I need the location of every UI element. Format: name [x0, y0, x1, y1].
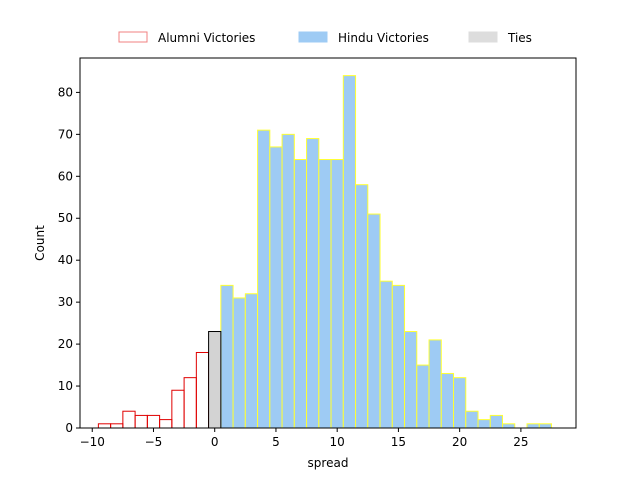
bar-hindu-victories-20	[465, 410, 479, 429]
x-tick-label: −5	[145, 435, 163, 449]
y-tick-label: 40	[58, 253, 73, 267]
y-axis: 0 10 20 30 40 50 60 70 80	[58, 85, 80, 435]
x-axis-label: spread	[308, 456, 349, 470]
bar-hindu-victories-5	[281, 133, 295, 429]
bar-alumni-victories-2	[122, 410, 136, 429]
bar-hindu-victories-1	[232, 297, 246, 429]
bar-hindu-victories-9	[330, 159, 344, 429]
legend-swatch	[298, 31, 328, 43]
bar-hindu-victories-6	[293, 159, 308, 429]
plot-frame	[79, 57, 577, 429]
bar-hindu-victories-2	[244, 293, 259, 429]
legend-swatch	[118, 31, 148, 43]
x-tick-label: 15	[391, 435, 406, 449]
bar-alumni-victories-5	[159, 419, 173, 429]
bar-hindu-victories-14	[391, 284, 406, 429]
bars-layer	[97, 75, 553, 429]
bar-hindu-victories-15	[404, 331, 418, 429]
y-tick-label: 20	[58, 337, 73, 351]
bar-hindu-victories-22	[489, 414, 504, 429]
bar-alumni-victories-1	[110, 423, 124, 429]
y-tick-label: 0	[65, 421, 73, 435]
y-tick-label: 60	[58, 169, 73, 183]
bar-hindu-victories-25	[526, 423, 540, 429]
bar-hindu-victories-12	[367, 213, 381, 429]
bar-hindu-victories-8	[318, 159, 332, 429]
bar-ties-0	[208, 331, 222, 429]
legend-swatch	[468, 31, 498, 43]
x-tick-label: 0	[211, 435, 219, 449]
legend-label: Alumni Victories	[158, 31, 255, 45]
bar-hindu-victories-0	[220, 284, 234, 429]
bar-hindu-victories-21	[477, 419, 491, 429]
x-tick-label: 25	[513, 435, 528, 449]
legend-label: Ties	[507, 31, 532, 45]
bar-hindu-victories-4	[269, 146, 283, 429]
bar-hindu-victories-23	[502, 423, 516, 429]
bar-alumni-victories-0	[97, 423, 112, 429]
x-tick-label: −10	[80, 435, 105, 449]
bar-hindu-victories-26	[538, 423, 553, 429]
x-axis: −10 −5 0 5 10 15 20 25	[80, 428, 529, 449]
x-tick-label: 10	[330, 435, 345, 449]
bar-hindu-victories-3	[257, 129, 271, 429]
bar-hindu-victories-10	[342, 75, 357, 429]
bar-alumni-victories-6	[171, 389, 185, 429]
bar-hindu-victories-13	[379, 280, 393, 429]
bar-hindu-victories-18	[440, 372, 455, 429]
x-tick-label: 5	[272, 435, 280, 449]
y-tick-label: 70	[58, 127, 73, 141]
bar-alumni-victories-4	[146, 414, 161, 429]
y-tick-label: 10	[58, 379, 73, 393]
x-tick-label: 20	[452, 435, 467, 449]
y-tick-label: 30	[58, 295, 73, 309]
bar-alumni-victories-3	[134, 414, 148, 429]
legend-label: Hindu Victories	[338, 31, 429, 45]
legend: Alumni Victories Hindu Victories Ties	[118, 31, 532, 45]
y-tick-label: 50	[58, 211, 73, 225]
bar-hindu-victories-17	[428, 339, 442, 429]
bar-hindu-victories-11	[355, 184, 369, 429]
bar-hindu-victories-16	[416, 364, 430, 429]
bar-alumni-victories-8	[195, 351, 210, 429]
y-tick-label: 80	[58, 85, 73, 99]
bar-hindu-victories-7	[306, 138, 320, 429]
y-axis-label: Count	[33, 225, 47, 261]
bar-alumni-victories-7	[183, 377, 197, 429]
bar-hindu-victories-19	[453, 377, 467, 429]
